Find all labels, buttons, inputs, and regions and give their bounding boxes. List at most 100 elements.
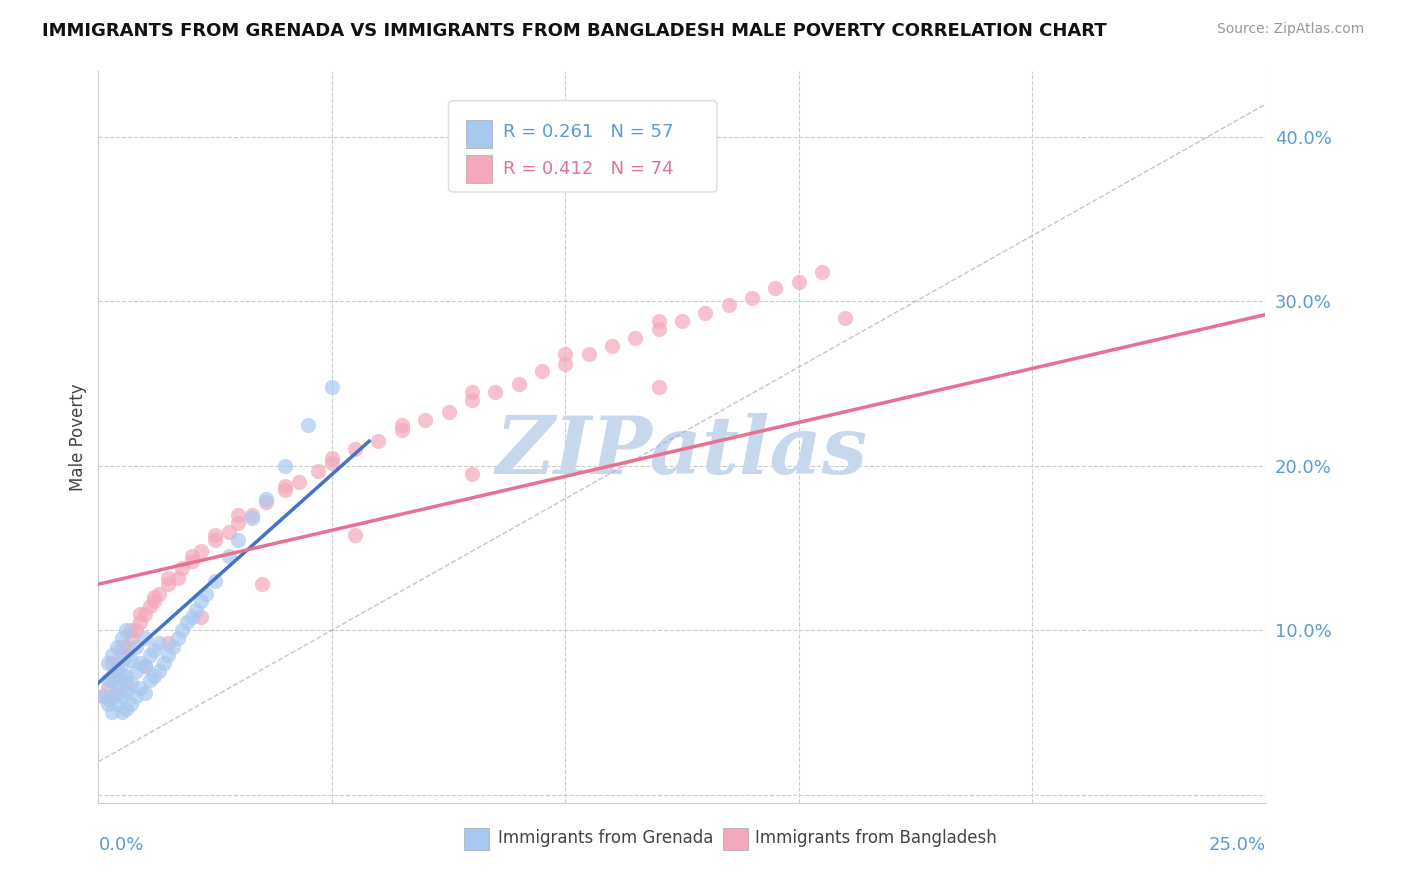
Point	[148, 665, 170, 679]
Point	[97, 692, 120, 706]
Point	[115, 624, 138, 638]
Point	[180, 549, 202, 564]
Point	[157, 571, 180, 585]
Point	[166, 632, 188, 646]
Point	[105, 686, 128, 700]
Point	[101, 656, 124, 670]
Point	[741, 291, 763, 305]
Point	[115, 640, 138, 654]
Point	[600, 339, 623, 353]
Point	[129, 615, 152, 629]
Point	[139, 673, 162, 687]
Point	[437, 404, 460, 418]
Point	[134, 632, 156, 646]
Point	[152, 656, 174, 670]
Point	[671, 314, 693, 328]
Point	[101, 669, 124, 683]
Point	[647, 322, 669, 336]
Point	[115, 702, 138, 716]
Point	[101, 648, 124, 662]
Point	[367, 434, 389, 449]
Point	[274, 478, 297, 492]
Point	[105, 659, 128, 673]
Point	[91, 689, 114, 703]
Point	[321, 456, 343, 470]
Point	[242, 508, 264, 523]
Point	[166, 571, 188, 585]
Point	[461, 384, 484, 399]
Point	[115, 648, 138, 662]
Point	[180, 610, 202, 624]
Point	[321, 450, 343, 465]
Point	[115, 684, 138, 698]
Point	[228, 516, 250, 531]
Point	[125, 640, 148, 654]
Point	[288, 475, 311, 490]
Point	[461, 393, 484, 408]
Point	[111, 669, 134, 683]
Point	[125, 665, 148, 679]
Point	[218, 549, 240, 564]
Point	[180, 554, 202, 568]
Point	[307, 464, 329, 478]
Point	[624, 331, 647, 345]
Point	[111, 632, 134, 646]
Point	[157, 636, 180, 650]
Point	[391, 423, 413, 437]
Point	[787, 275, 810, 289]
Point	[508, 376, 530, 391]
Point	[105, 640, 128, 654]
Point	[125, 624, 148, 638]
Point	[228, 533, 250, 547]
Point	[228, 508, 250, 523]
Point	[554, 347, 576, 361]
Point	[172, 624, 194, 638]
Point	[717, 298, 740, 312]
Point	[484, 384, 506, 399]
Point	[148, 636, 170, 650]
Point	[834, 310, 856, 325]
Point	[190, 593, 212, 607]
Point	[97, 656, 120, 670]
Point	[120, 624, 142, 638]
Point	[242, 511, 264, 525]
Point	[143, 669, 166, 683]
Point	[101, 706, 124, 720]
Point	[194, 587, 217, 601]
Point	[186, 603, 208, 617]
Text: ZIPatlas: ZIPatlas	[496, 413, 868, 491]
Point	[530, 363, 553, 377]
FancyBboxPatch shape	[465, 155, 492, 183]
Point	[218, 524, 240, 539]
Text: R = 0.412   N = 74: R = 0.412 N = 74	[503, 160, 673, 178]
Point	[148, 587, 170, 601]
FancyBboxPatch shape	[465, 120, 492, 148]
Point	[256, 495, 278, 509]
Point	[134, 607, 156, 621]
Point	[111, 656, 134, 670]
Point	[139, 599, 162, 613]
Point	[134, 659, 156, 673]
Point	[129, 681, 152, 695]
Point	[204, 533, 226, 547]
Point	[134, 659, 156, 673]
Point	[120, 653, 142, 667]
Point	[157, 577, 180, 591]
Point	[115, 675, 138, 690]
Point	[321, 380, 343, 394]
Point	[647, 380, 669, 394]
Point	[97, 673, 120, 687]
Point	[695, 306, 717, 320]
Point	[554, 357, 576, 371]
Point	[413, 413, 436, 427]
Point	[763, 281, 786, 295]
Point	[204, 574, 226, 588]
Point	[111, 689, 134, 703]
Point	[811, 265, 834, 279]
Point	[101, 689, 124, 703]
Point	[157, 648, 180, 662]
Point	[139, 648, 162, 662]
Point	[120, 675, 142, 690]
Point	[274, 458, 297, 473]
Point	[256, 491, 278, 506]
